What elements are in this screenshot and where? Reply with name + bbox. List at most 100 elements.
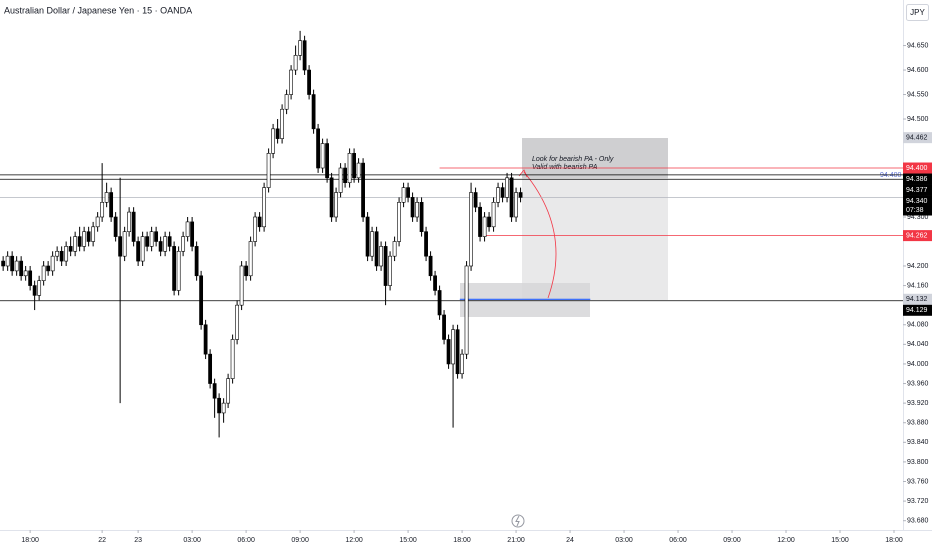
candle-body — [113, 216, 118, 237]
drawings: Look for bearish PA - Only Valid with be… — [460, 138, 902, 317]
x-tick-label: 15:00 — [831, 537, 849, 544]
candle-body — [514, 192, 518, 218]
countdown: 07:38 — [906, 207, 924, 214]
candle-body — [487, 216, 491, 228]
candle-body — [406, 187, 410, 198]
y-tick-label: 94.650 — [907, 42, 929, 49]
candle-body — [451, 329, 455, 365]
y-tick-label: 93.800 — [907, 459, 929, 466]
candle-body — [59, 250, 64, 262]
candle-body — [104, 192, 109, 203]
candle-body — [226, 378, 231, 404]
candle-body — [361, 162, 365, 218]
x-tick-label: 03:00 — [183, 537, 201, 544]
price-label: 94.129 — [906, 307, 928, 314]
candle-body — [392, 241, 397, 257]
currency-button[interactable] — [906, 4, 929, 21]
candle-body — [244, 265, 249, 277]
candle-body — [505, 177, 509, 198]
annotation: Valid with bearish PA — [532, 164, 598, 171]
entry-zone — [522, 138, 668, 178]
candle-body — [37, 280, 42, 296]
x-tick-label: 18:00 — [885, 537, 903, 544]
candle-body — [194, 246, 199, 277]
candle-body — [320, 143, 325, 169]
y-tick-label: 93.920 — [907, 400, 929, 407]
candle-body — [496, 187, 500, 203]
candle-body — [293, 55, 298, 71]
currency[interactable]: JPY — [910, 8, 925, 17]
x-tick-label: 06:00 — [237, 537, 255, 544]
icon-bolt[interactable] — [515, 515, 520, 527]
candle-body — [230, 339, 235, 379]
candle-body — [325, 143, 329, 179]
x-tick-label: 09:00 — [291, 537, 309, 544]
candle-body — [518, 192, 523, 198]
price-label: 94.132 — [906, 296, 928, 303]
candle-body — [491, 202, 496, 228]
candle-body — [311, 94, 316, 130]
candle-body — [482, 216, 487, 237]
candles — [1, 30, 523, 438]
price-label: 94.262 — [906, 232, 928, 239]
candle-body — [334, 192, 338, 218]
y-tick-label: 94.200 — [907, 263, 929, 270]
price-label-box — [903, 184, 932, 196]
x-tick-label: 18:00 — [21, 537, 39, 544]
candle-body — [473, 192, 478, 208]
candle-body — [338, 167, 343, 193]
x-tick-label: 21:00 — [507, 537, 525, 544]
y-tick-label: 93.840 — [907, 439, 929, 446]
candle-body — [217, 397, 222, 414]
y-tick-label: 93.960 — [907, 380, 929, 387]
y-tick-label: 94.000 — [907, 361, 929, 368]
y-tick-label: 94.500 — [907, 116, 929, 123]
candle-body — [284, 94, 289, 110]
candle-body — [181, 236, 186, 252]
candle-body — [275, 128, 280, 139]
candle-body — [235, 304, 240, 340]
candle-body — [163, 236, 168, 252]
x-tick-label: 12:00 — [777, 537, 795, 544]
candle-body — [55, 250, 60, 257]
candle-body — [383, 246, 388, 286]
annotation: Look for bearish PA - Only — [532, 156, 614, 163]
candle-body — [271, 128, 276, 154]
candle-body — [302, 40, 307, 71]
x-tick-label: 12:00 — [345, 537, 363, 544]
candle-body — [131, 211, 136, 242]
candle-body — [185, 221, 190, 237]
candle-body — [145, 236, 150, 247]
candle-body — [469, 192, 473, 267]
candle-body — [221, 402, 226, 414]
y-tick-label: 93.760 — [907, 478, 929, 485]
candle-body — [437, 290, 442, 316]
price-label: 94.377 — [906, 187, 928, 194]
candle-body — [307, 69, 311, 95]
candle-body — [86, 231, 91, 242]
candle-body — [343, 167, 347, 184]
candle-body — [140, 236, 145, 262]
candle-body — [379, 246, 383, 267]
price-label: 94.386 — [906, 176, 928, 183]
x-tick-label: 15:00 — [399, 537, 417, 544]
candle-body — [248, 241, 253, 277]
candle-body — [262, 187, 267, 228]
candle-body — [172, 246, 177, 291]
candle-body — [154, 231, 159, 242]
candle-body — [239, 265, 244, 306]
candle-body — [158, 241, 163, 252]
candle-body — [100, 202, 105, 218]
candle-body — [433, 275, 437, 291]
x-tick-label: 18:00 — [453, 537, 471, 544]
candle-body — [446, 339, 451, 365]
replay-icon[interactable] — [511, 514, 525, 528]
candle-body — [199, 275, 204, 326]
candle-body — [500, 187, 505, 198]
candle-body — [212, 383, 217, 399]
candle-body — [208, 353, 213, 384]
candle-body — [68, 246, 73, 252]
y-tick-label: 93.680 — [907, 518, 929, 525]
candle-body — [289, 69, 294, 95]
